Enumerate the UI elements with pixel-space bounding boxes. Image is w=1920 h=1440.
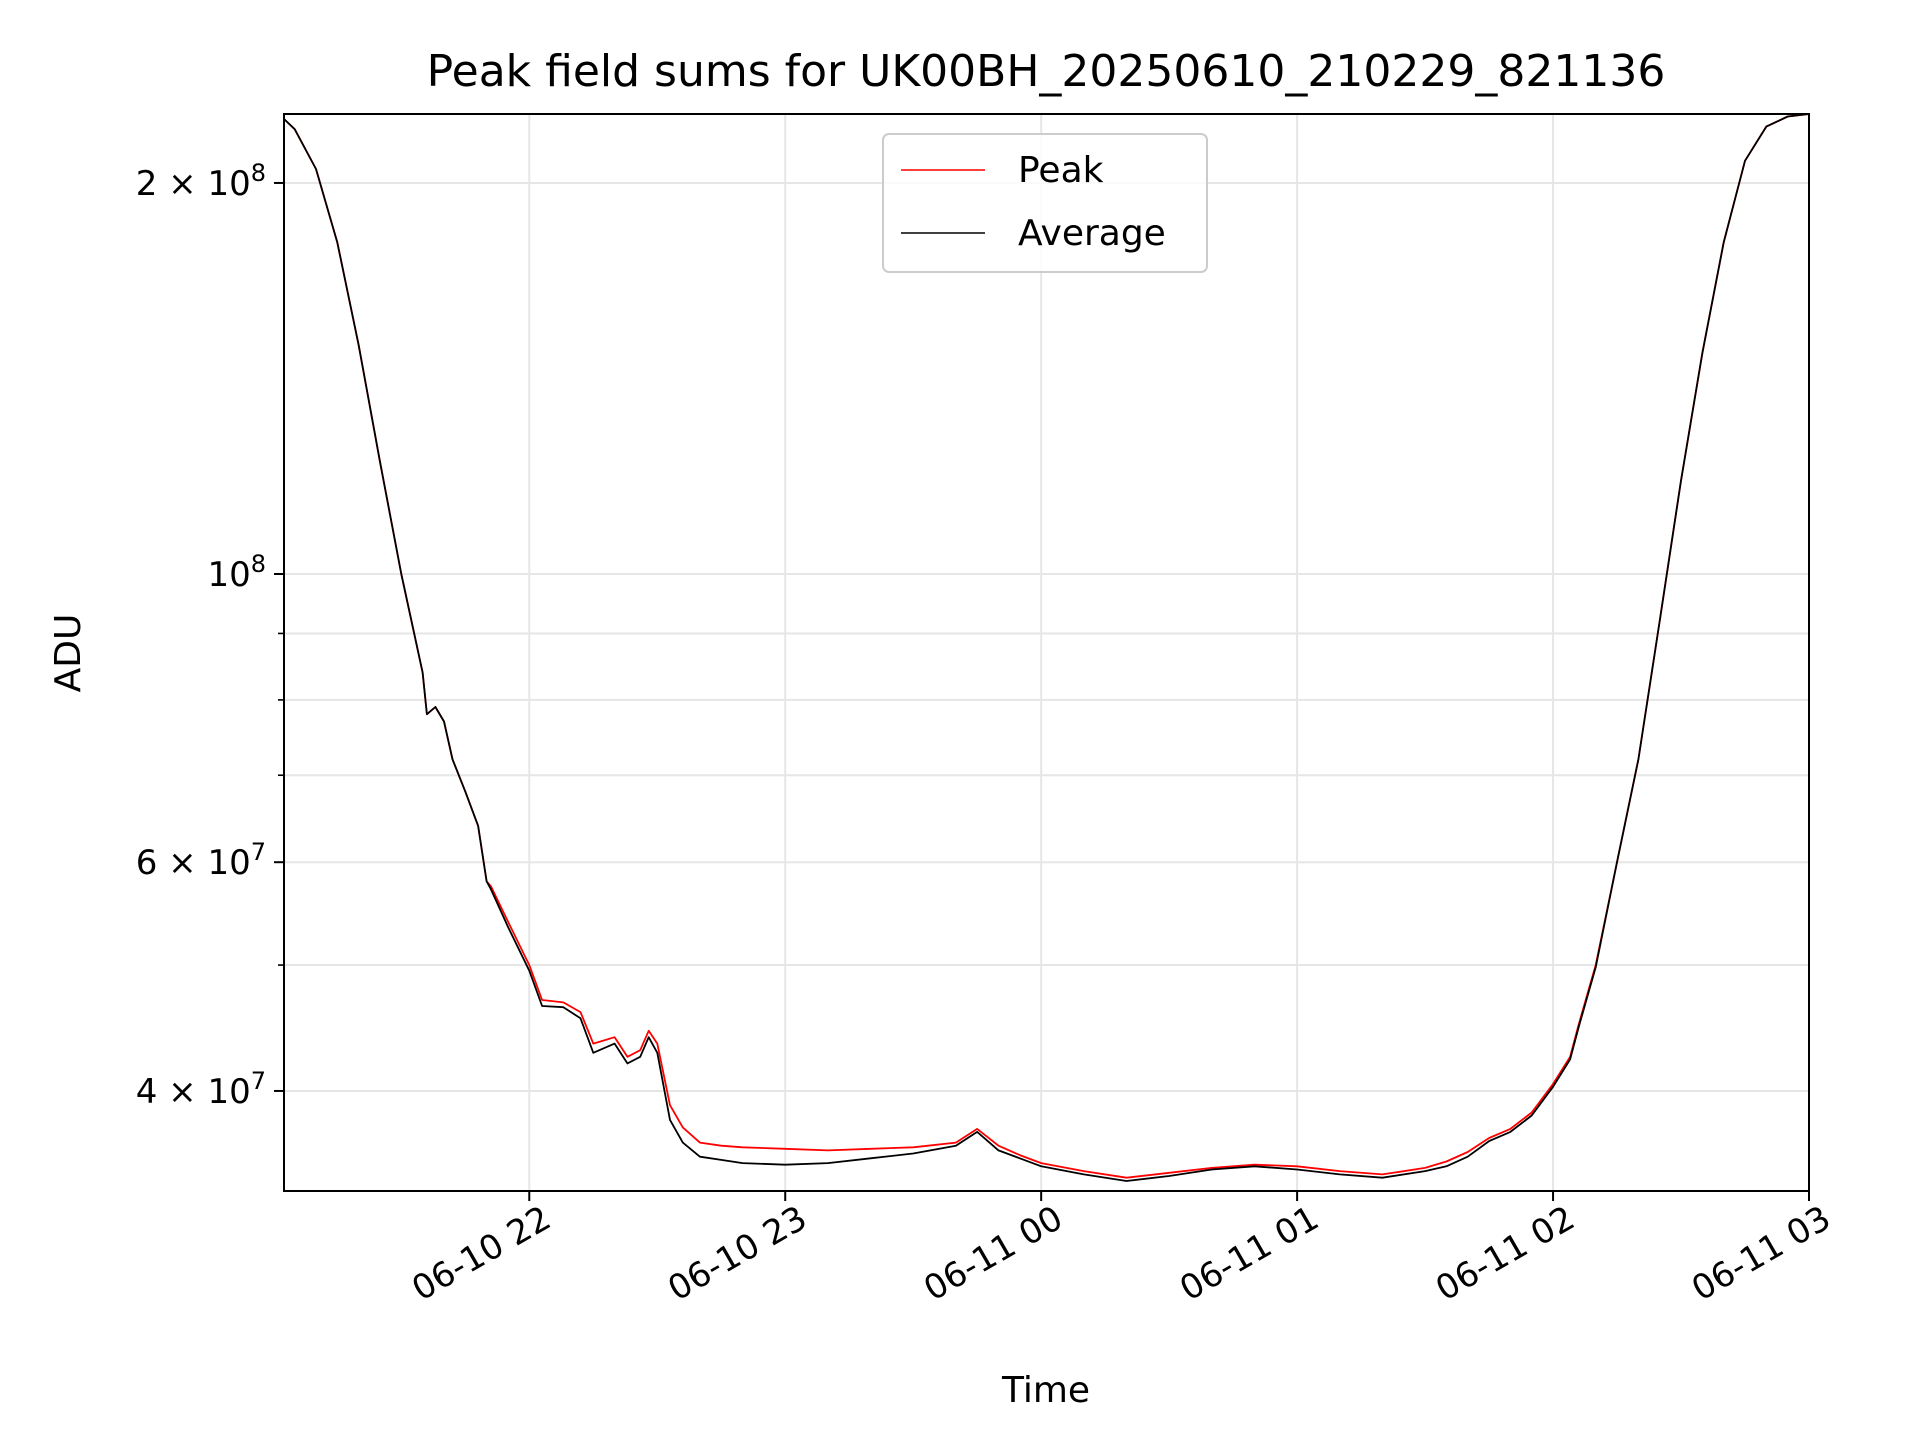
series-line-average <box>283 113 1810 1182</box>
y-tick-mantissa: 6 <box>136 843 158 883</box>
chart-title: Peak field sums for UK00BH_20250610_2102… <box>427 46 1666 97</box>
y-tick-mantissa: 2 <box>136 164 158 204</box>
grid-layer <box>284 114 1810 1191</box>
y-tick-exponent: 8 <box>251 550 266 578</box>
plot-frame <box>283 113 1810 1192</box>
y-tick-label: 4 × 107 <box>136 1067 266 1112</box>
legend-label-average: Average <box>1018 213 1166 254</box>
y-tick-exponent: 7 <box>251 838 266 866</box>
y-tick-exponent: 7 <box>251 1067 266 1095</box>
y-tick-label: 6 × 107 <box>136 838 266 883</box>
legend-label-peak: Peak <box>1018 150 1104 191</box>
legend-box <box>882 133 1208 273</box>
y-axis-title: ADU <box>48 614 89 693</box>
y-tick-times: × 10 <box>157 164 250 204</box>
y-tick-times: × 10 <box>157 1072 250 1112</box>
series-layer <box>283 113 1810 1182</box>
x-axis-title: Time <box>1001 1370 1090 1411</box>
y-tick-label: 2 × 108 <box>136 159 266 204</box>
y-tick-label: 108 <box>207 550 266 595</box>
plot-area <box>283 113 1810 1192</box>
y-tick-base: 10 <box>207 555 250 595</box>
y-tick-times: × 10 <box>157 843 250 883</box>
legend: Peak Average <box>882 133 1208 273</box>
y-tick-exponent: 8 <box>251 159 266 187</box>
plot-background <box>284 114 1809 1191</box>
y-tick-mantissa: 4 <box>136 1072 158 1112</box>
